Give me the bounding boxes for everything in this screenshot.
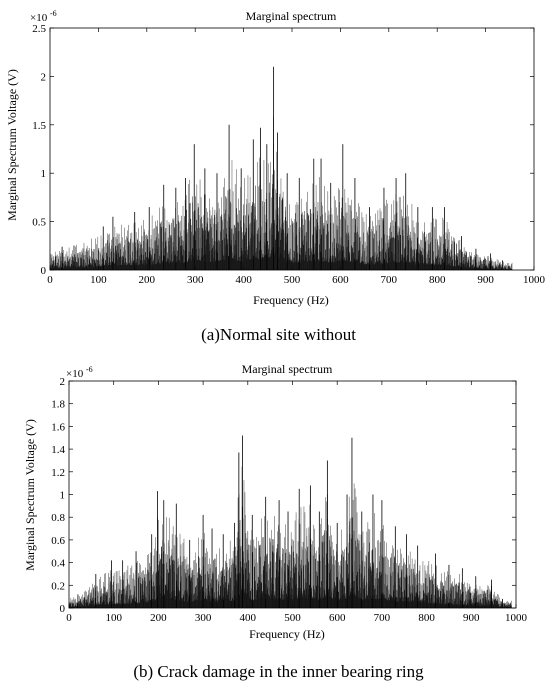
- chart-b-x-tick-label: 0: [66, 612, 72, 624]
- chart-b-x-axis-label: Frequency (Hz): [249, 627, 325, 641]
- chart-a-y-tick-label: 2: [41, 71, 47, 83]
- chart-b-y-tick-label: 0: [60, 603, 66, 615]
- chart-a-x-tick-label: 600: [332, 274, 349, 286]
- chart-a-x-tick-label: 900: [477, 274, 494, 286]
- chart-b-y-tick-label: 0.2: [51, 580, 65, 592]
- chart-a-plot-frame: [49, 27, 535, 271]
- chart-a-y-tick-label: 2.5: [32, 23, 46, 35]
- chart-a-y-tick-label: 0.5: [32, 217, 46, 229]
- chart-b-x-tick-label: 700: [374, 612, 391, 624]
- chart-a-x-tick-label: 400: [235, 274, 252, 286]
- chart-b-exponent-base: ×10: [66, 368, 84, 380]
- chart-b-exponent-power: -6: [86, 365, 93, 374]
- chart-b: Marginal spectrum ×10 -6 Marginal Spectr…: [23, 362, 528, 641]
- chart-a-x-tick-label: 200: [139, 274, 156, 286]
- chart-b-x-tick-label: 400: [240, 612, 257, 624]
- chart-a-spectrum-spikes: [50, 116, 513, 270]
- chart-b-title: Marginal spectrum: [242, 362, 333, 376]
- chart-b-y-ticks: 0 0.2 0.4 0.6 0.8 1 1.2 1.4 1.6 1.8 2: [51, 376, 516, 615]
- chart-b-y-tick-label: 0.4: [51, 558, 65, 570]
- chart-b-x-tick-label: 1000: [505, 612, 528, 624]
- chart-b-x-tick-label: 900: [463, 612, 480, 624]
- chart-b-x-tick-label: 800: [418, 612, 435, 624]
- caption-b: (b) Crack damage in the inner bearing ri…: [133, 662, 424, 681]
- chart-a-exponent: ×10 -6: [30, 9, 57, 24]
- chart-a-x-tick-label: 800: [429, 274, 446, 286]
- chart-b-y-axis-label: Marginal Spectrum Voltage (V): [23, 419, 37, 571]
- chart-b-x-tick-label: 500: [284, 612, 301, 624]
- chart-b-y-tick-label: 0.6: [51, 535, 65, 547]
- chart-b-x-tick-label: 300: [195, 612, 212, 624]
- chart-b-exponent: ×10 -6: [66, 365, 93, 380]
- caption-a: (a)Normal site without: [201, 325, 356, 344]
- chart-a-x-tick-label: 100: [90, 274, 107, 286]
- chart-a-y-tick-label: 0: [41, 265, 47, 277]
- chart-a-exponent-base: ×10: [30, 12, 48, 24]
- chart-b-y-tick-label: 1: [60, 490, 66, 502]
- chart-a-x-tick-label: 0: [47, 274, 53, 286]
- chart-b-x-tick-label: 200: [150, 612, 167, 624]
- chart-a-x-ticks: 0 100 200 300 400 500 600 700 800 900 1000: [47, 28, 546, 286]
- chart-a: Marginal spectrum ×10 -6 Marginal Spectr…: [5, 9, 546, 307]
- chart-b-y-tick-label: 1.6: [51, 421, 65, 433]
- chart-b-y-tick-label: 2: [60, 376, 66, 388]
- chart-b-y-tick-label: 1.4: [51, 444, 65, 456]
- chart-a-title: Marginal spectrum: [246, 9, 337, 23]
- chart-a-x-tick-label: 300: [187, 274, 204, 286]
- chart-b-x-ticks: 0 100 200 300 400 500 600 700 800 900 1000: [66, 381, 528, 624]
- chart-b-y-tick-label: 1.2: [51, 467, 65, 479]
- chart-b-spectrum: [68, 435, 512, 608]
- chart-b-spectrum-spikes: [69, 466, 512, 608]
- chart-b-x-tick-label: 600: [329, 612, 346, 624]
- chart-b-y-tick-label: 1.8: [51, 399, 65, 411]
- chart-a-x-tick-label: 1000: [523, 274, 546, 286]
- chart-a-y-tick-label: 1: [41, 168, 47, 180]
- chart-a-y-axis-label: Marginal Spectrum Voltage (V): [5, 69, 19, 221]
- chart-a-y-tick-label: 1.5: [32, 120, 46, 132]
- chart-a-x-tick-label: 500: [284, 274, 301, 286]
- chart-a-x-tick-label: 700: [381, 274, 398, 286]
- chart-a-spectrum: [50, 66, 513, 270]
- chart-b-x-tick-label: 100: [105, 612, 122, 624]
- chart-a-x-axis-label: Frequency (Hz): [253, 293, 329, 307]
- chart-b-plot-frame: [68, 380, 517, 609]
- chart-b-y-tick-label: 0.8: [51, 512, 65, 524]
- chart-a-exponent-power: -6: [50, 9, 57, 18]
